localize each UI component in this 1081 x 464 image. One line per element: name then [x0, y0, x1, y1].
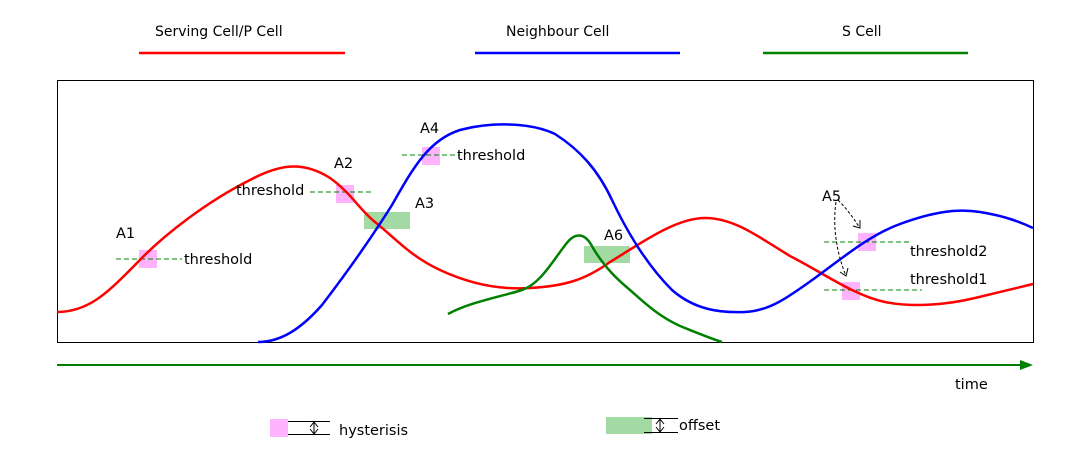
time-axis-arrowhead: [1020, 360, 1033, 370]
offset-key-arrow-down: [655, 426, 665, 433]
a5-arrow-to-threshold1: [834, 201, 847, 277]
a5-arrowhead-threshold2: [852, 220, 861, 229]
markers: [139, 147, 876, 300]
neighbour-cell-curve: [257, 123, 1034, 344]
offset-key-arrow-up: [655, 418, 665, 425]
threshold-lines: [116, 154, 922, 291]
hysteresis-key-label: hysterisis: [339, 423, 408, 439]
a2-threshold-label: threshold: [236, 183, 304, 199]
a3-offset-marker: [364, 212, 410, 229]
hysteresis-key-arrow-down: [309, 428, 319, 435]
event-labels: A1 threshold A2 threshold A3 A4 threshol…: [116, 121, 988, 288]
a1-threshold-label: threshold: [184, 252, 252, 268]
offset-key-label: offset: [679, 418, 720, 434]
a5-threshold1-label: threshold1: [910, 272, 988, 288]
a5-threshold1-hysteresis-marker: [842, 282, 860, 300]
offset-key-swatch: [606, 417, 652, 434]
a5-arrow-to-threshold2: [837, 199, 861, 229]
a2-label: A2: [334, 156, 353, 172]
legend: Serving Cell/P Cell Neighbour Cell S Cel…: [139, 24, 968, 55]
hysteresis-key-swatch: [270, 419, 288, 437]
a4-label: A4: [420, 121, 439, 137]
a3-label: A3: [415, 196, 434, 212]
legend-serving-label: Serving Cell/P Cell: [155, 24, 283, 40]
a2-hysteresis-marker: [336, 185, 354, 203]
key-offset: offset: [606, 417, 720, 434]
time-axis-label: time: [955, 377, 988, 393]
a5-arrows: [834, 199, 861, 277]
hysteresis-key-arrow-up: [309, 421, 319, 428]
a1-label: A1: [116, 226, 135, 242]
a6-label: A6: [604, 228, 623, 244]
a4-threshold-label: threshold: [457, 148, 525, 164]
a5-arrowhead-threshold1: [839, 267, 849, 277]
a5-label: A5: [822, 189, 841, 205]
key-hysteresis: hysterisis: [270, 419, 408, 439]
a5-threshold2-label: threshold2: [910, 244, 988, 260]
plot-frame: [57, 80, 1034, 343]
time-axis: time: [57, 360, 1033, 393]
s-cell-curve: [447, 234, 723, 344]
legend-neighbour-label: Neighbour Cell: [506, 24, 609, 40]
legend-scell-label: S Cell: [842, 24, 882, 40]
a5-arrowheads: [839, 220, 861, 277]
serving-cell-curve: [56, 165, 1034, 314]
